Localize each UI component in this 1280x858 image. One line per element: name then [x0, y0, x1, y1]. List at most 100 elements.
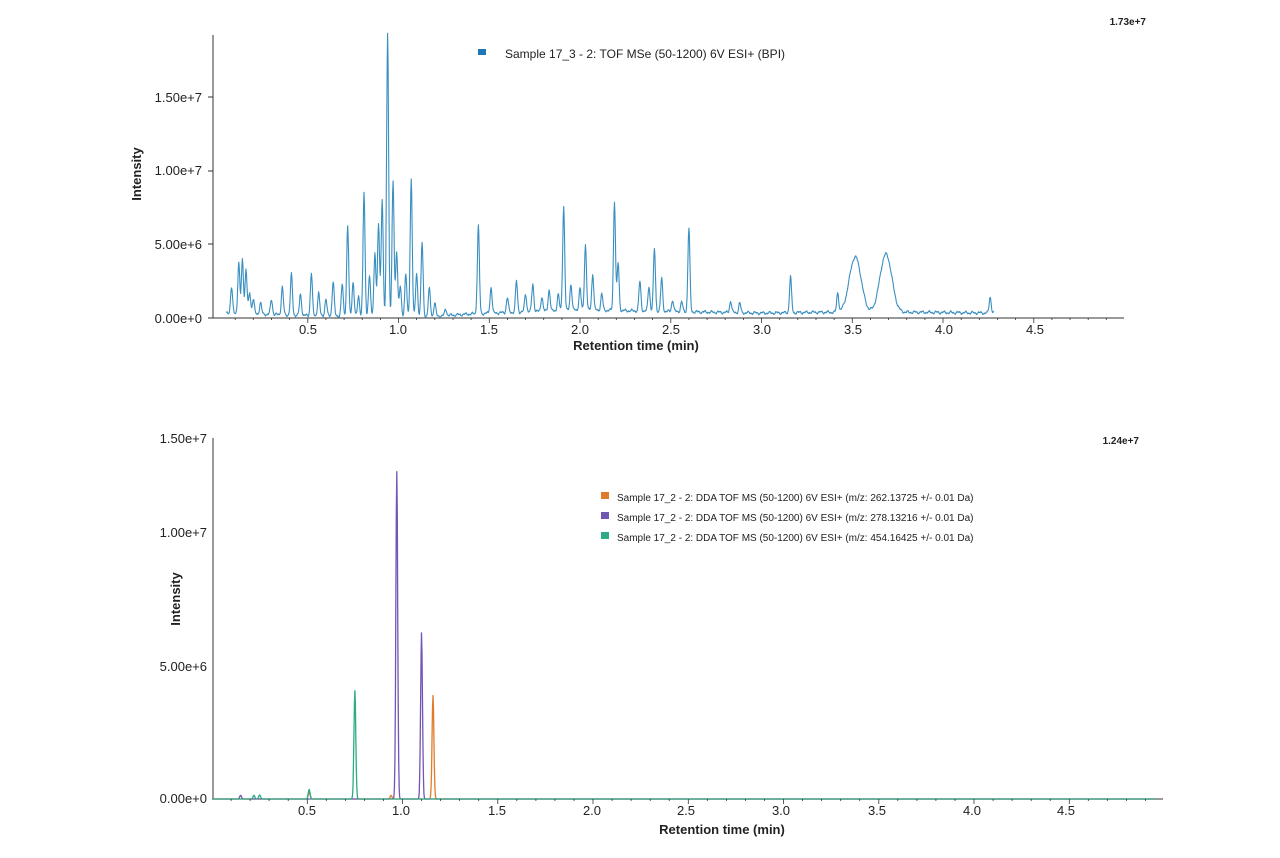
top-y-tick-label: 0.00e+0 [155, 311, 202, 326]
bottom-scale-label: 1.24e+7 [1103, 436, 1140, 447]
top-peak-apex [310, 272, 312, 274]
top-peak-apex [396, 250, 398, 252]
bottom-y-tick-label: 1.50e+7 [160, 431, 207, 446]
top-peak-apex [617, 262, 619, 264]
top-peak-apex [387, 32, 389, 34]
top-x-tick-label: 3.0 [753, 322, 771, 337]
top-peak-apex [416, 273, 418, 275]
top-peak-apex [592, 273, 594, 275]
top-peak-apex [601, 293, 603, 295]
top-peak-apex [584, 244, 586, 246]
bottom-x-tick-label: 3.0 [772, 803, 790, 818]
top-peak-apex [672, 299, 674, 301]
bottom-peak-apex [253, 794, 255, 796]
top-peak-apex [490, 286, 492, 288]
top-peak-apex [392, 181, 394, 183]
top-peak-apex [405, 273, 407, 275]
top-peak-apex [241, 259, 243, 261]
bottom-y-tick-label: 0.00e+0 [160, 791, 207, 806]
top-peak-apex [857, 277, 859, 279]
top-chart: 1.73e+7 Sample 17_3 - 2: TOF MSe (50-120… [129, 17, 1146, 353]
top-peak-apex [428, 288, 430, 290]
bottom-x-tick-label: 2.0 [583, 803, 601, 818]
bottom-legend-label: Sample 17_2 - 2: DDA TOF MS (50-1200) 6V… [617, 533, 973, 544]
bottom-chart: 1.24e+7 Sample 17_2 - 2: DDA TOF MS (50-… [160, 431, 1163, 837]
top-peak-apex [332, 280, 334, 282]
top-peak-apex [410, 178, 412, 180]
bottom-peak-apex [396, 471, 398, 473]
top-legend-label: Sample 17_3 - 2: TOF MSe (50-1200) 6V ES… [505, 47, 785, 61]
top-legend-swatch [478, 49, 486, 55]
top-peak-apex [688, 227, 690, 229]
top-peak-apex [260, 302, 262, 304]
top-peak-apex [325, 298, 327, 300]
bottom-series-line [211, 690, 1156, 800]
top-peak-apex [378, 223, 380, 225]
bottom-x-tick-label: 2.5 [677, 803, 695, 818]
top-peak-apex [882, 279, 884, 281]
top-peak-apex [989, 296, 991, 298]
top-peak-apex [281, 286, 283, 288]
bottom-legend-label: Sample 17_2 - 2: DDA TOF MS (50-1200) 6V… [617, 513, 973, 524]
top-peak-apex [290, 273, 292, 275]
top-x-tick-label: 1.0 [389, 322, 407, 337]
top-peak-apex [270, 299, 272, 301]
top-peak-apex [352, 281, 354, 283]
top-x-tick-label: 4.0 [935, 322, 953, 337]
top-x-tick-label: 3.5 [844, 322, 862, 337]
top-peak-apex [548, 289, 550, 291]
top-peak-apex [445, 308, 447, 310]
top-scale-label: 1.73e+7 [1110, 17, 1147, 28]
bottom-peak-apex [421, 632, 423, 634]
top-peak-apex [249, 292, 251, 294]
bottom-series-group [211, 471, 1156, 804]
top-peak-apex [730, 300, 732, 302]
top-peak-apex [557, 293, 559, 295]
top-peak-apex [739, 302, 741, 304]
bottom-peak-apex [240, 794, 242, 796]
bottom-legend-swatch [601, 532, 609, 539]
top-peak-apex [532, 283, 534, 285]
top-y-tick-label: 1.00e+7 [155, 163, 202, 178]
bottom-x-tick-label: 0.5 [298, 803, 316, 818]
top-peak-apex [790, 276, 792, 278]
bottom-x-tick-label: 4.5 [1057, 803, 1075, 818]
bottom-x-tick-label: 1.5 [488, 803, 506, 818]
top-series-line [225, 32, 995, 319]
top-peak-apex [238, 262, 240, 264]
top-peak-apex [614, 200, 616, 202]
top-peak-apex [851, 282, 853, 284]
bottom-legend-swatch [601, 512, 609, 519]
top-peak-apex [358, 295, 360, 297]
top-peak-apex [653, 248, 655, 250]
top-y-tick-label: 1.50e+7 [155, 90, 202, 105]
bottom-y-tick-label: 1.00e+7 [160, 525, 207, 540]
top-peak-apex [369, 274, 371, 276]
top-peak-apex [506, 297, 508, 299]
top-x-tick-label: 2.5 [662, 322, 680, 337]
top-peak-apex [245, 269, 247, 271]
bottom-legend-swatch [601, 492, 609, 499]
top-peak-apex [837, 292, 839, 294]
top-peak-apex [381, 197, 383, 199]
top-peak-apex [318, 292, 320, 294]
top-x-axis-title: Retention time (min) [573, 338, 699, 353]
top-peak-apex [570, 283, 572, 285]
top-peak-apex [374, 251, 376, 253]
top-peak-apex [888, 277, 890, 279]
top-peak-apex [399, 286, 401, 288]
bottom-peak-apex [354, 690, 356, 692]
bottom-peak-apex [390, 794, 392, 796]
top-peak-apex [661, 278, 663, 280]
top-peak-apex [252, 298, 254, 300]
bottom-x-tick-label: 1.0 [392, 803, 410, 818]
bottom-x-tick-label: 3.5 [868, 803, 886, 818]
top-peak-apex [525, 293, 527, 295]
bottom-legend-label: Sample 17_2 - 2: DDA TOF MS (50-1200) 6V… [617, 493, 973, 504]
top-y-tick-label: 5.00e+6 [155, 237, 202, 252]
top-peak-apex [363, 192, 365, 194]
top-peak-apex [341, 284, 343, 286]
bottom-peak-apex [432, 695, 434, 697]
